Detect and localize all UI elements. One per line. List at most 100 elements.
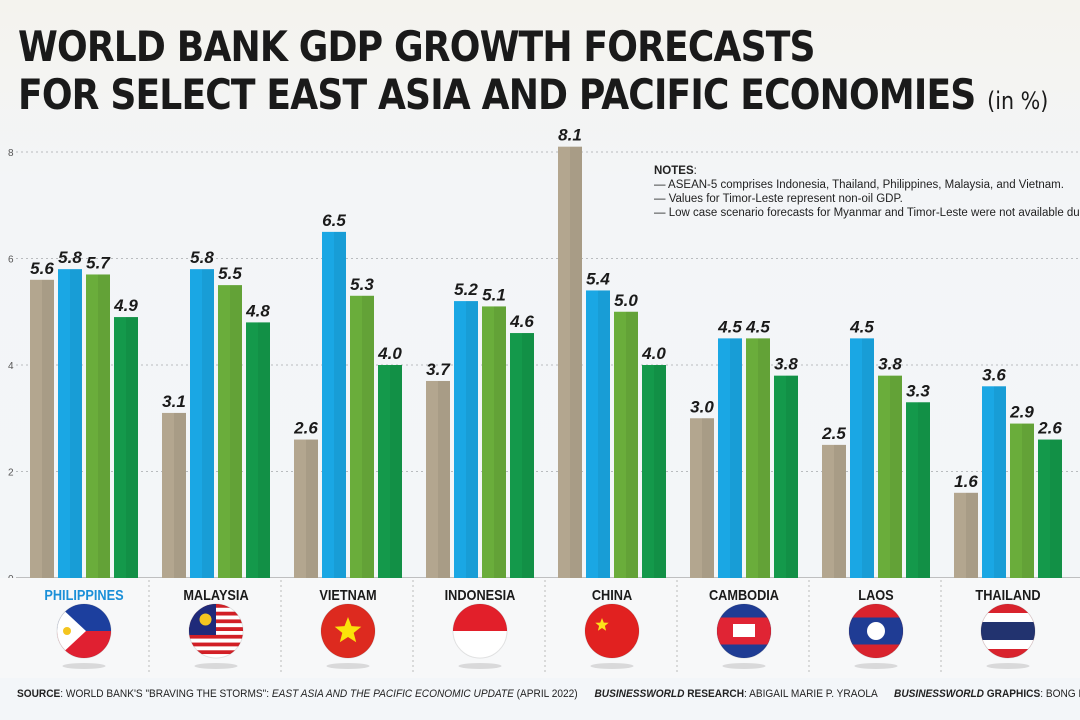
bar-shade: [390, 365, 402, 578]
source-text: : WORLD BANK'S "BRAVING THE STORMS":: [60, 688, 272, 700]
flag-outline: [584, 603, 640, 659]
bar-shade: [862, 338, 874, 578]
source-date: (APRIL 2022): [513, 688, 578, 700]
bar: [1038, 439, 1062, 578]
source-title: EAST ASIA AND THE PACIFIC ECONOMIC UPDAT…: [271, 688, 514, 700]
research-name: : ABIGAIL MARIE P. YRAOLA: [744, 688, 878, 700]
data-label: 6.5: [322, 211, 346, 230]
flag-body: [585, 604, 639, 658]
bar: [510, 333, 534, 578]
data-label: 5.3: [350, 275, 374, 294]
bar-shade: [994, 386, 1006, 578]
bar-shade: [126, 317, 138, 578]
graphics-name: : BONG R.: [1040, 688, 1080, 700]
flag-shadow: [326, 663, 370, 669]
note-line: — ASEAN-5 comprises Indonesia, Thailand,…: [654, 179, 1064, 191]
data-label: 4.6: [509, 312, 534, 331]
bar: [86, 274, 110, 578]
bar-shade: [654, 365, 666, 578]
flag-body: [849, 604, 903, 658]
flag-stripe: [585, 604, 639, 658]
bar-shade: [786, 375, 798, 578]
data-label: 5.1: [482, 285, 506, 304]
bar: [218, 285, 242, 578]
flag-star: [334, 617, 362, 643]
flag-stripe: [189, 642, 243, 647]
bar: [114, 317, 138, 578]
bar-shade: [334, 231, 346, 578]
bar-shade: [918, 402, 930, 578]
bar-shade: [98, 274, 110, 578]
bar: [906, 402, 930, 578]
y-tick-label: 2: [8, 468, 14, 479]
bar: [162, 412, 186, 578]
data-label: 4.0: [641, 344, 666, 363]
flag-outline: [848, 603, 904, 659]
cambodia-flag-icon: [716, 603, 772, 669]
bar: [558, 146, 582, 579]
flag-shadow: [590, 663, 634, 669]
bar: [774, 375, 798, 578]
graphics-label: GRAPHICS: [983, 688, 1041, 700]
bar-shade: [174, 412, 186, 578]
bar-shade: [202, 269, 214, 578]
title-text: FOR SELECT EAST ASIA AND PACIFIC ECONOMI…: [18, 70, 976, 119]
category-label: CAMBODIA: [709, 586, 779, 603]
flag-outline: [320, 603, 376, 659]
bar: [878, 375, 902, 578]
flag-body: [189, 604, 243, 658]
flag-outline: [452, 603, 508, 659]
data-label: 5.4: [586, 269, 610, 288]
data-label: 5.8: [190, 248, 214, 267]
title-line-2: FOR SELECT EAST ASIA AND PACIFIC ECONOMI…: [18, 70, 1048, 119]
data-label: 2.9: [1009, 403, 1034, 422]
bar: [350, 295, 374, 578]
flag-moon: [867, 622, 885, 640]
bar: [822, 444, 846, 578]
data-label: 4.9: [113, 296, 138, 315]
data-label: 5.2: [454, 280, 478, 299]
category-label: VIETNAM: [319, 586, 376, 603]
data-label: 3.3: [906, 381, 930, 400]
data-label: 3.6: [982, 365, 1006, 384]
data-label: 3.8: [774, 355, 798, 374]
bar-shade: [702, 418, 714, 578]
china-flag-icon: [584, 603, 640, 669]
bar: [746, 338, 770, 578]
data-label: 3.8: [878, 355, 902, 374]
bar: [482, 306, 506, 578]
bar: [294, 439, 318, 578]
category-label: CHINA: [592, 586, 632, 603]
flag-body: [717, 604, 771, 658]
title-line-1: WORLD BANK GDP GROWTH FORECASTS: [18, 22, 816, 71]
data-label: 8.1: [558, 126, 582, 145]
flag-crescent: [199, 613, 212, 626]
bar-shade: [70, 269, 82, 578]
data-label: 1.6: [954, 472, 978, 491]
category-label: MALAYSIA: [183, 586, 248, 603]
vietnam-flag-icon: [320, 603, 376, 669]
data-label: 3.0: [690, 397, 714, 416]
data-label: 5.7: [86, 253, 111, 272]
bar: [718, 338, 742, 578]
data-label: 2.6: [293, 419, 318, 438]
bar-shade: [834, 444, 846, 578]
bar: [322, 231, 346, 578]
note-line: — Values for Timor-Leste represent non-o…: [654, 193, 903, 205]
flag-body: [321, 604, 375, 658]
flag-star: [595, 618, 609, 631]
graphics-brand: BUSINESSWORLD: [894, 688, 984, 700]
bar: [850, 338, 874, 578]
bar-shade: [758, 338, 770, 578]
flag-shadow: [458, 663, 502, 669]
notes: NOTES: — ASEAN-5 comprises Indonesia, Th…: [654, 164, 1080, 220]
flag-outline: [188, 603, 244, 659]
bar-shade: [598, 290, 610, 578]
y-tick-label: 8: [8, 148, 14, 159]
data-label: 5.0: [614, 291, 638, 310]
category-label: LAOS: [858, 586, 893, 603]
bar: [190, 269, 214, 578]
bar: [454, 301, 478, 578]
flag-temple: [733, 624, 755, 637]
bar-shade: [1022, 423, 1034, 578]
